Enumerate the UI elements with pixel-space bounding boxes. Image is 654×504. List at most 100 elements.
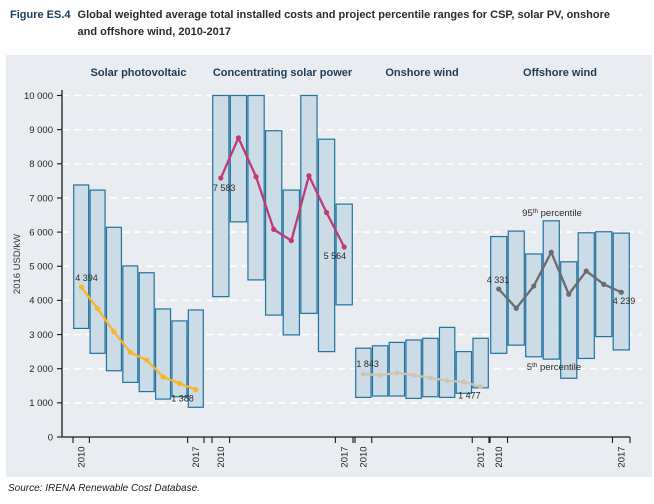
data-point-marker [427, 375, 433, 381]
data-point-marker [176, 380, 183, 386]
data-point-marker [127, 349, 133, 355]
percentile-range-bar [105, 226, 123, 372]
y-tick-label: 10 000 [24, 91, 53, 102]
y-tick-label: 3 000 [29, 330, 53, 341]
data-point-marker [144, 357, 150, 363]
percentile-range-bar [438, 326, 456, 398]
weighted-average-line [219, 136, 346, 248]
percentile-range-bar [89, 189, 106, 354]
data-point-marker [235, 135, 242, 141]
data-point-marker [444, 378, 450, 384]
data-point-marker [323, 210, 330, 216]
figure-title: Figure ES.4 Global weighted average tota… [10, 7, 618, 40]
year-axis-label: 2010 [216, 446, 227, 467]
data-point-marker [583, 268, 589, 274]
y-tick-label: 8 000 [29, 159, 53, 170]
y-tick-label: 5 000 [29, 262, 53, 273]
data-point-marker [160, 374, 166, 380]
year-axis-label: 2010 [76, 446, 87, 467]
group-header: Onshore wind [385, 67, 458, 79]
data-point-marker [377, 372, 383, 378]
year-axis-label: 2010 [359, 446, 370, 467]
data-point-marker [341, 244, 347, 250]
percentile-range-bar [73, 184, 90, 330]
weighted-average-line [363, 371, 481, 388]
percentile-range-bar [138, 272, 155, 393]
percentile-range-bar [405, 339, 422, 400]
percentile-range-bar [171, 320, 188, 398]
first-value-label: 4 331 [487, 275, 510, 285]
y-tick-label: 1 000 [29, 398, 53, 409]
figure-label: Figure ES.4 [10, 9, 71, 21]
data-point-marker [306, 173, 312, 179]
percentile-annotation: 95th percentile [522, 208, 582, 219]
first-value-label: 4 394 [75, 273, 98, 283]
last-value-label: 4 239 [613, 296, 636, 306]
weighted-average-line [80, 286, 197, 391]
data-point-marker [411, 372, 417, 378]
year-axis-label: 2017 [617, 446, 628, 467]
data-point-marker [461, 379, 467, 385]
data-point-marker [601, 281, 607, 287]
y-tick-label: 2 000 [29, 364, 53, 375]
group-header: Solar photovoltaic [91, 67, 187, 79]
figure-title-text: Global weighted average total installed … [77, 9, 610, 38]
percentile-range-bar [317, 138, 336, 353]
data-point-marker [496, 286, 502, 292]
source-note: Source: IRENA Renewable Cost Database. [8, 483, 200, 494]
percentile-range-bar [282, 189, 301, 336]
data-point-marker [288, 238, 294, 244]
year-axis-label: 2017 [339, 446, 350, 467]
last-value-label: 1 477 [458, 391, 481, 401]
y-tick-label: 4 000 [29, 296, 53, 307]
percentile-range-bar [455, 351, 473, 394]
data-point-marker [394, 370, 400, 376]
data-point-marker [478, 383, 484, 390]
percentile-range-bar [560, 261, 578, 379]
percentile-range-bar [422, 337, 439, 398]
y-axis-title: 2016 USD/kW [12, 234, 23, 294]
data-point-marker [271, 226, 277, 232]
percentile-range-bar [542, 220, 560, 360]
first-value-label: 7 583 [213, 183, 236, 193]
data-point-marker [111, 329, 117, 335]
percentile-range-bar [472, 337, 489, 389]
percentile-range-bar [212, 94, 230, 298]
data-point-marker [193, 386, 199, 393]
percentile-annotation: 5th percentile [527, 362, 581, 373]
last-value-label: 1 388 [171, 394, 194, 404]
percentile-range-bar [388, 341, 406, 397]
year-axis-label: 2017 [476, 446, 487, 467]
group-header: Offshore wind [523, 67, 597, 79]
data-point-marker [566, 291, 572, 297]
y-tick-label: 0 [48, 432, 53, 443]
percentile-range-bar [154, 308, 172, 400]
year-axis-label: 2017 [191, 446, 202, 467]
last-value-label: 5 564 [324, 251, 347, 261]
data-point-marker [253, 174, 259, 180]
data-point-marker [78, 284, 84, 290]
data-point-marker [618, 289, 624, 295]
y-tick-label: 6 000 [29, 227, 53, 238]
percentile-range-bar [335, 203, 353, 306]
group-header: Concentrating solar power [213, 67, 353, 79]
data-point-marker [513, 305, 519, 311]
percentile-range-bar [122, 265, 139, 383]
data-point-marker [360, 371, 366, 377]
percentile-range-bar [264, 130, 283, 316]
percentile-range-bar [577, 232, 595, 360]
data-point-marker [94, 305, 101, 312]
percentile-range-bar [371, 345, 389, 397]
percentile-range-bar [229, 94, 248, 223]
percentile-range-bar [507, 230, 525, 346]
weighted-average-line [497, 251, 622, 310]
percentile-range-bar [187, 309, 204, 408]
data-point-marker [548, 249, 554, 255]
percentile-range-bar [247, 94, 265, 281]
y-tick-label: 9 000 [29, 125, 53, 136]
percentile-range-bar [490, 235, 508, 354]
y-tick-label: 7 000 [29, 193, 53, 204]
percentile-range-bar [300, 94, 318, 314]
data-point-marker [531, 283, 537, 289]
